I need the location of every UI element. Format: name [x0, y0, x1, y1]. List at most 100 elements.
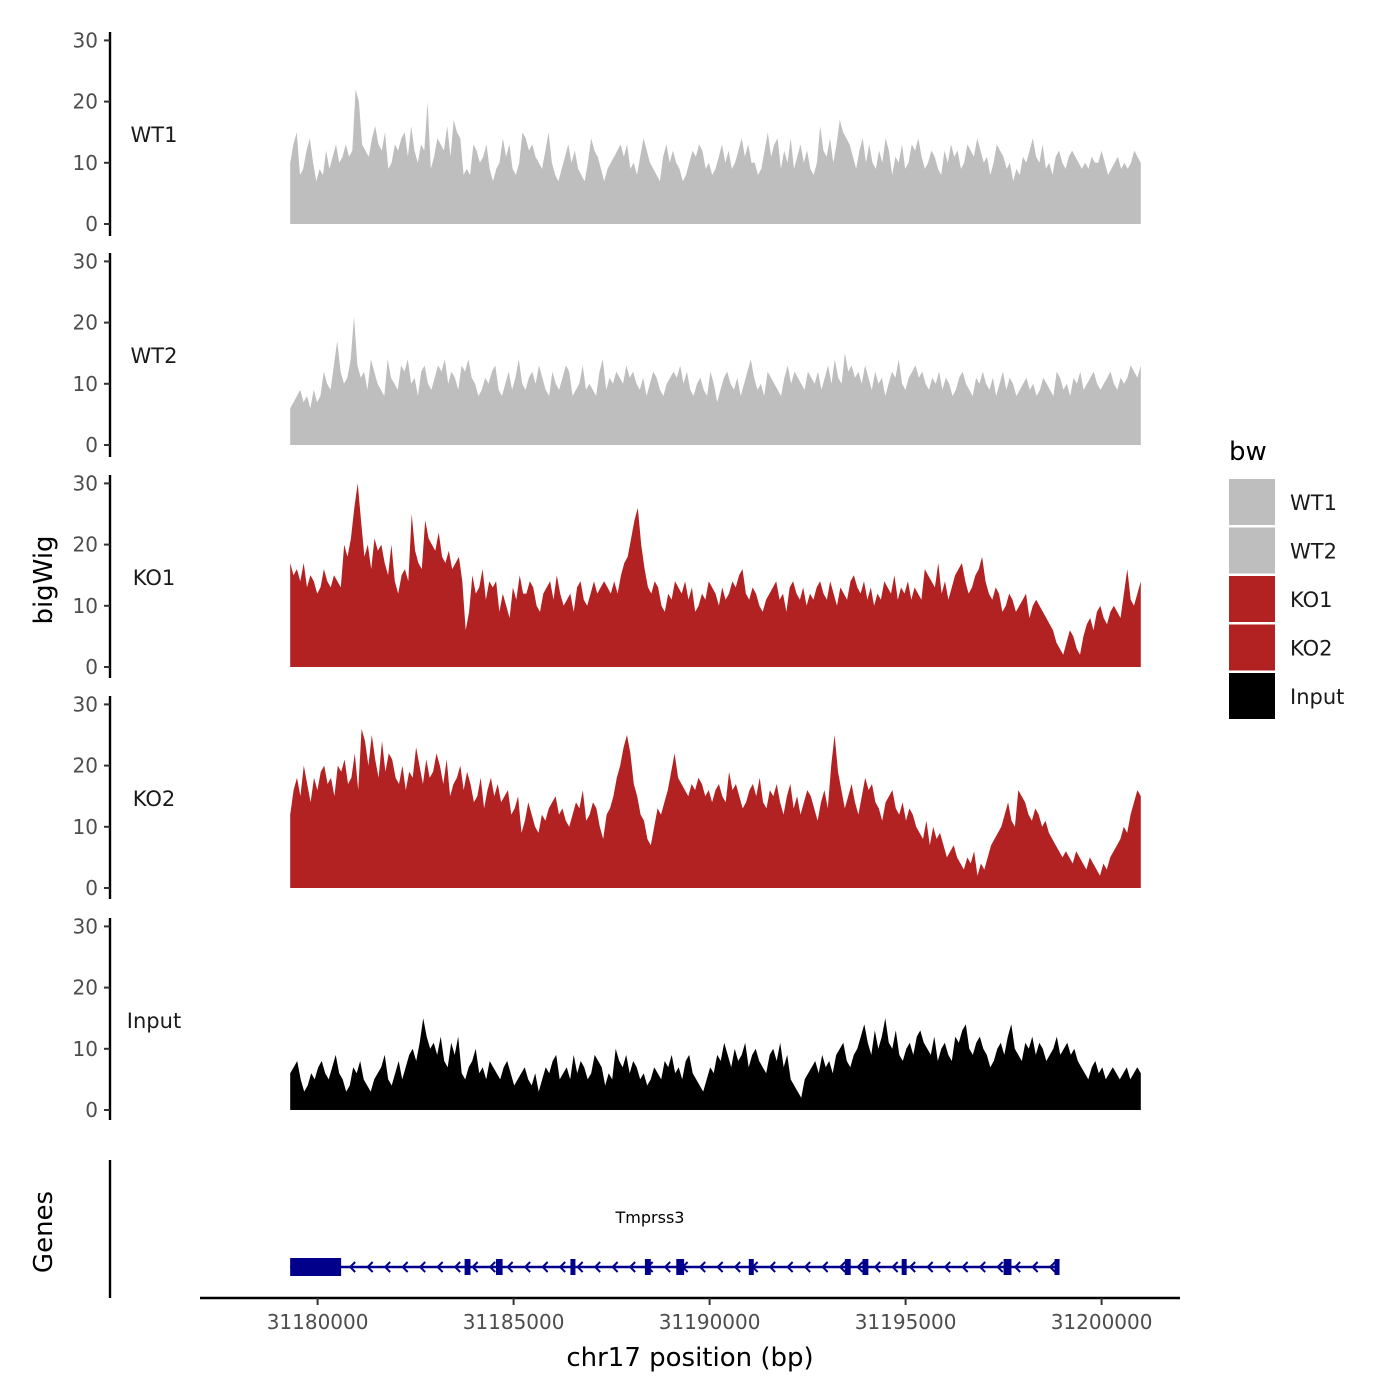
y-tick-label: 30	[73, 692, 98, 716]
legend-label-ko1: KO1	[1290, 588, 1333, 612]
strand-arrow	[471, 1261, 479, 1273]
panel-ko1: 0 10 20 30 KO1	[73, 471, 1141, 679]
strand-arrow	[593, 1261, 601, 1273]
strand-arrow	[716, 1261, 724, 1273]
x-tick-label: 31195000	[855, 1310, 957, 1334]
strand-arrow	[523, 1261, 531, 1273]
legend-title: bw	[1229, 437, 1267, 467]
strand-arrow	[628, 1261, 636, 1273]
strand-arrow	[576, 1261, 584, 1273]
x-tick-label: 31190000	[659, 1310, 761, 1334]
strand-arrow	[418, 1261, 426, 1273]
genes-axis-title: Genes	[29, 1191, 59, 1273]
y-tick-label: 20	[73, 90, 98, 114]
strand-arrow	[838, 1261, 846, 1273]
y-tick-label: 30	[73, 471, 98, 495]
strand-arrow	[663, 1261, 671, 1273]
strand-arrow	[786, 1261, 794, 1273]
legend-swatch-ko1	[1229, 576, 1275, 622]
exon	[844, 1259, 851, 1275]
y-tick-label: 10	[73, 594, 98, 618]
strand-arrow	[698, 1261, 706, 1273]
legend-label-wt1: WT1	[1290, 491, 1337, 515]
strand-arrow	[943, 1261, 951, 1273]
x-axis-title: chr17 position (bp)	[566, 1343, 813, 1373]
legend-swatch-wt1	[1229, 479, 1275, 525]
area-ko2	[290, 728, 1141, 888]
y-tick-label: 10	[73, 372, 98, 396]
track-label-ko2: KO2	[133, 787, 176, 811]
area-ko1	[290, 483, 1141, 667]
y-tick-label: 20	[73, 311, 98, 335]
strand-arrow	[366, 1261, 374, 1273]
strand-arrow	[558, 1261, 566, 1273]
y-tick-label: 30	[73, 249, 98, 273]
y-tick-label: 20	[73, 754, 98, 778]
exon	[862, 1259, 869, 1275]
y-axis-title: bigWig	[29, 535, 59, 624]
strand-arrow	[1031, 1261, 1039, 1273]
strand-arrow	[401, 1261, 409, 1273]
area-wt2	[290, 316, 1141, 445]
y-tick-label: 20	[73, 533, 98, 557]
y-tick-label: 0	[85, 655, 98, 679]
strand-arrow	[978, 1261, 986, 1273]
y-tick-label: 10	[73, 1037, 98, 1061]
y-tick-label: 0	[85, 876, 98, 900]
signal-panels: 0 10 20 30 WT1 0 10 20 30 WT2 0 10 20 30 KO1 0 10 20 30 KO2…	[73, 28, 1141, 1122]
strand-arrow	[506, 1261, 514, 1273]
exon	[748, 1259, 754, 1275]
exon	[901, 1259, 907, 1275]
legend-label-wt2: WT2	[1290, 540, 1337, 564]
exon	[676, 1259, 685, 1275]
track-label-wt1: WT1	[131, 123, 178, 147]
y-tick-label: 20	[73, 976, 98, 1000]
panel-wt2: 0 10 20 30 WT2	[73, 249, 1141, 457]
strand-arrow	[1048, 1261, 1056, 1273]
area-input	[290, 1018, 1141, 1110]
legend-label-ko2: KO2	[1290, 637, 1333, 661]
y-tick-label: 30	[73, 914, 98, 938]
track-label-ko1: KO1	[133, 566, 176, 590]
gene-track: Tmprss3	[108, 1160, 1060, 1298]
strand-arrow	[453, 1261, 461, 1273]
legend-swatch-input	[1229, 673, 1275, 719]
panel-ko2: 0 10 20 30 KO2	[73, 692, 1141, 900]
x-tick-label: 31200000	[1051, 1310, 1153, 1334]
strand-arrow	[733, 1261, 741, 1273]
y-tick-label: 0	[85, 1098, 98, 1122]
x-tick-label: 31180000	[267, 1310, 369, 1334]
strand-arrow	[926, 1261, 934, 1273]
strand-arrow	[541, 1261, 549, 1273]
x-tick-label: 31185000	[463, 1310, 565, 1334]
strand-arrow	[961, 1261, 969, 1273]
exon	[644, 1259, 651, 1275]
strand-arrow	[803, 1261, 811, 1273]
strand-arrow	[768, 1261, 776, 1273]
strand-arrow	[856, 1261, 864, 1273]
panel-input: 0 10 20 30 Input	[73, 914, 1141, 1122]
panel-wt1: 0 10 20 30 WT1	[73, 28, 1141, 236]
strand-arrow	[873, 1261, 881, 1273]
legend-swatch-ko2	[1229, 624, 1275, 671]
strand-arrow	[488, 1261, 496, 1273]
strand-arrow	[908, 1261, 916, 1273]
x-axis: 31180000 31185000 31190000 31195000 31200000	[200, 1296, 1180, 1334]
strand-arrow	[348, 1261, 356, 1273]
strand-arrow	[383, 1261, 391, 1273]
legend: bw WT1 WT2 KO1 KO2 Input	[1229, 437, 1344, 719]
exon	[290, 1258, 342, 1276]
strand-arrow	[611, 1261, 619, 1273]
y-tick-label: 10	[73, 815, 98, 839]
gene-name-label: Tmprss3	[615, 1208, 685, 1227]
y-tick-label: 10	[73, 151, 98, 175]
exon	[1003, 1259, 1012, 1275]
exon	[495, 1259, 503, 1275]
y-tick-label: 0	[85, 433, 98, 457]
strand-arrow	[996, 1261, 1004, 1273]
track-label-wt2: WT2	[131, 344, 178, 368]
legend-swatch-wt2	[1229, 527, 1275, 574]
strand-arrow	[821, 1261, 829, 1273]
strand-arrow	[436, 1261, 444, 1273]
